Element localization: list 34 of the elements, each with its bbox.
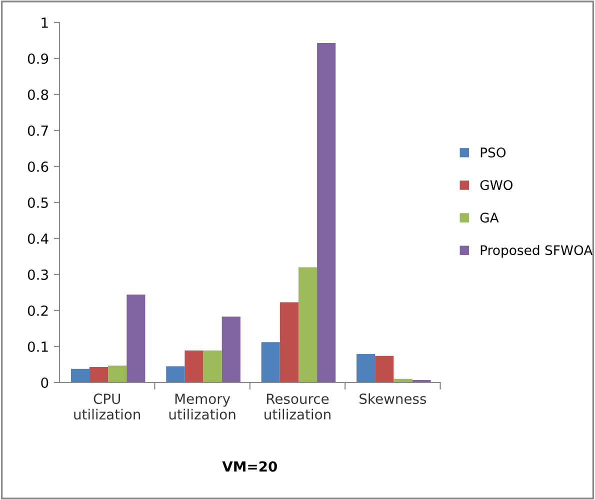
x-axis-title: VM=20 bbox=[222, 461, 278, 472]
bar bbox=[298, 267, 318, 382]
legend-label: GWO bbox=[480, 180, 512, 190]
bar bbox=[280, 302, 298, 382]
bar bbox=[90, 367, 108, 382]
x-tick-label: Skewness bbox=[360, 393, 426, 404]
bar bbox=[108, 366, 127, 382]
x-tick-label: CPU utilization bbox=[74, 394, 140, 420]
bar bbox=[70, 368, 90, 382]
legend-label: GA bbox=[480, 212, 499, 223]
bar bbox=[166, 366, 185, 382]
bar bbox=[356, 354, 376, 382]
y-tick-label: 0.4 bbox=[28, 233, 48, 244]
y-tick-label: 0.1 bbox=[28, 341, 48, 352]
legend-label: PSO bbox=[480, 148, 506, 158]
bar bbox=[126, 294, 146, 382]
bar bbox=[184, 350, 204, 382]
bar bbox=[222, 316, 240, 382]
bar bbox=[261, 342, 280, 382]
legend-label: Proposed SFWOA bbox=[480, 244, 593, 258]
y-tick-label: 0.8 bbox=[28, 89, 48, 100]
x-tick-label: Resource utilization bbox=[264, 394, 330, 420]
y-tick-label: 0.5 bbox=[28, 197, 48, 208]
bar bbox=[203, 350, 222, 382]
y-tick-label: 0 bbox=[41, 377, 48, 388]
y-tick-label: 0.9 bbox=[28, 53, 48, 64]
bar bbox=[375, 356, 394, 382]
y-tick-label: 0.2 bbox=[28, 305, 48, 316]
y-tick-label: 1 bbox=[42, 18, 48, 28]
y-tick-label: 0.7 bbox=[28, 125, 48, 136]
bar bbox=[317, 43, 336, 382]
x-tick-label: Memory utilization bbox=[169, 394, 236, 420]
y-tick-label: 0.6 bbox=[28, 161, 48, 172]
y-tick-label: 0.3 bbox=[28, 269, 48, 280]
